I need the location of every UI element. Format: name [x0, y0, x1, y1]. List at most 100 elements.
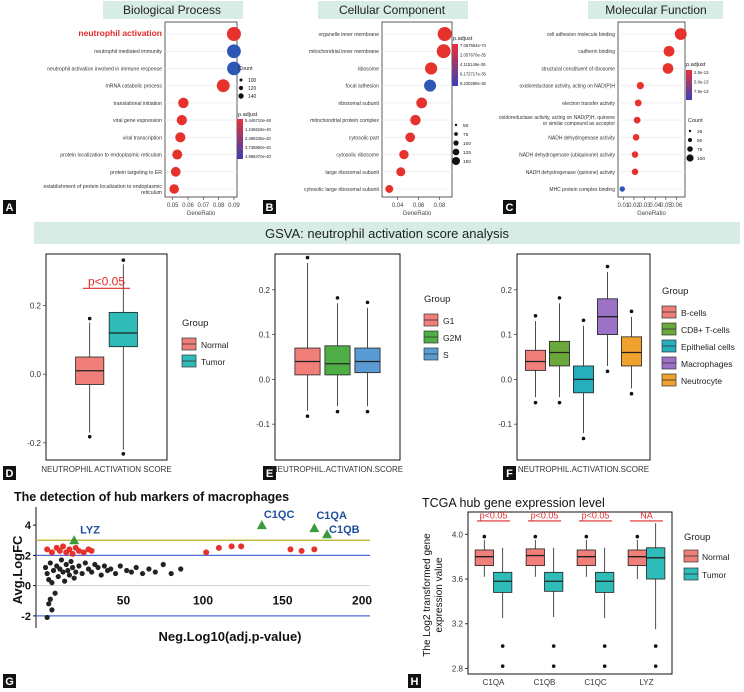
panel-b-title-banner: [318, 1, 468, 19]
panel-h-outlier: [653, 644, 658, 648]
panel-g-point: [66, 572, 72, 578]
panel-h-box: [627, 549, 647, 567]
panel-g-point: [49, 580, 55, 586]
panel-c-dot: [663, 45, 675, 57]
panel-c-dot: [634, 99, 642, 107]
panel-a-dot: [216, 79, 230, 93]
panel-c-category-label: MHC protein complex binding: [549, 187, 615, 193]
panel-g-y-tick-label: 4: [25, 520, 32, 532]
panel-c-x-label: GeneRatio: [637, 211, 666, 217]
panel-b-category-label: cytosolic large ribosomal subunit: [304, 187, 380, 193]
panel-c-category-label: or similar compound as acceptor: [543, 121, 616, 127]
panel-d-annotation: p<0.05: [88, 274, 125, 288]
panel-g-x-label: Neg.Log10(adj.p-value): [158, 629, 301, 644]
panel-f-box: [525, 349, 546, 371]
panel-c-x-tick-label: 0.06: [671, 203, 683, 209]
panel-h-y-label-line: expression value: [434, 557, 445, 632]
panel-a-legend-count-title: Count: [238, 66, 253, 72]
panel-g-point: [68, 558, 74, 565]
panel-c-dot: [619, 186, 625, 192]
panel-b-legend-color-label: 8.230288e-35: [460, 81, 487, 86]
panel-b-dot: [416, 97, 428, 109]
panel-g-point: [101, 563, 107, 569]
panel-b-legend-count-label: 100: [463, 141, 471, 147]
panel-e-outlier: [365, 409, 370, 414]
panel-e-outlier: [305, 414, 310, 418]
panel-b-dot: [396, 167, 406, 177]
panel-h-outlier: [500, 664, 505, 668]
panel-g-point: [89, 569, 95, 575]
panel-g-y-tick-label: 2: [25, 550, 31, 562]
panel-h-x-tick-label: C1QA: [483, 678, 505, 687]
panel-b-dot: [436, 44, 451, 59]
panel-d-y-tick-label: 0.2: [30, 302, 42, 311]
panel-d-outlier: [87, 434, 92, 439]
panel-h-x-tick-label: C1QB: [534, 678, 556, 687]
panel-c-dot: [662, 63, 674, 74]
panel-c-dot: [632, 134, 640, 141]
panel-e-legend-label: S: [443, 350, 449, 360]
panel-d-y-tick-label: -0.2: [27, 439, 41, 448]
panel-g-y-tick-label: 0: [25, 581, 31, 593]
panel-g-title: The detection of hub markers of macropha…: [14, 490, 289, 504]
panel-a-category-label: protein localization to endoplasmic reti…: [60, 153, 162, 159]
panel-g-x-tick-label: 150: [273, 594, 293, 608]
panel-c-legend-count-dot: [688, 129, 692, 133]
panel-g-point-up: [60, 543, 67, 550]
panel-g-point-up: [311, 546, 318, 553]
panel-e-y-tick-label: 0.1: [259, 331, 271, 340]
panel-a-legend-color-label: 2.489235e-40: [245, 136, 272, 141]
panel-g-point: [47, 560, 53, 566]
panel-g-point: [112, 570, 119, 577]
panel-h-outlier: [584, 534, 589, 539]
panel-c-category-label: NADH dehydrogenase activity: [548, 135, 615, 141]
panel-g-point: [44, 570, 50, 577]
panel-c-category-label: NADH dehydrogenase (quinone) activity: [526, 170, 616, 176]
panel-e-y-tick-label: -0.1: [256, 420, 270, 429]
panel-g-point: [146, 566, 152, 572]
panel-c-category-label: oxidoreductase activity, acting on NAD(P…: [499, 115, 615, 121]
panel-a-legend-count-dot: [238, 93, 244, 99]
panel-a-x-label: GeneRatio: [187, 211, 216, 217]
panel-h-legend-label: Tumor: [702, 570, 726, 580]
panel-a-dot: [169, 184, 179, 194]
panel-g-point: [139, 570, 146, 577]
panel-b-legend-color-label: 2.057670e-35: [460, 53, 487, 58]
panel-h-y-label-line: The Log2 transformed gene: [422, 533, 433, 657]
panel-b-legend-color-label: 4.115145e-35: [460, 62, 486, 67]
panel-c-dot: [631, 151, 639, 158]
panel-d-legend-label: Tumor: [201, 357, 225, 367]
panel-b-category-label: focal adhesion: [346, 84, 380, 90]
panel-e-box: [324, 345, 351, 376]
panel-b-x-tick-label: 0.08: [434, 203, 446, 209]
panel-d-outlier: [121, 258, 126, 262]
panel-letter-d: D: [6, 468, 14, 480]
panel-h-outlier: [533, 534, 538, 539]
panel-h-title: TCGA hub gene expression level: [422, 496, 605, 510]
panel-h-y-tick-label: 4.0: [452, 530, 464, 539]
panel-e-legend-label: G2M: [443, 333, 461, 343]
panel-a-dot: [172, 149, 183, 160]
panel-c-category-label: NADH dehydrogenase (ubiquinone) activity: [519, 153, 615, 159]
panel-g-point: [152, 569, 158, 575]
panel-g-point: [50, 567, 57, 574]
panel-f-outlier: [629, 391, 634, 396]
panel-letter-bg-d: [3, 466, 16, 480]
panel-e-x-label: NEUTROPHIL.ACTIVATION.SCORE: [272, 465, 403, 474]
panel-g-point: [46, 601, 52, 607]
panel-f-outlier: [557, 296, 562, 300]
panel-g-point: [82, 560, 88, 566]
panel-c-dot: [631, 168, 639, 176]
panel-b-legend-count-dot: [452, 148, 460, 156]
panel-h-box: [493, 571, 513, 593]
panel-d-outlier: [87, 316, 92, 321]
panel-b-category-label: organelle inner membrane: [318, 32, 379, 38]
panel-d-box: [108, 311, 138, 348]
panel-a-title: Biological Process: [123, 3, 221, 17]
panel-f-legend-label: Neutrocyte: [681, 376, 722, 386]
panel-c-category-label: cell adhesion molecule binding: [547, 32, 615, 38]
panel-c-legend-color-label: 2.5e-13: [694, 70, 709, 75]
panel-d-legend-label: Normal: [201, 340, 229, 350]
panel-b-legend-color-label: 7.067654e-74: [460, 43, 487, 48]
panel-b-legend-color-title: p.adjust: [453, 36, 473, 42]
